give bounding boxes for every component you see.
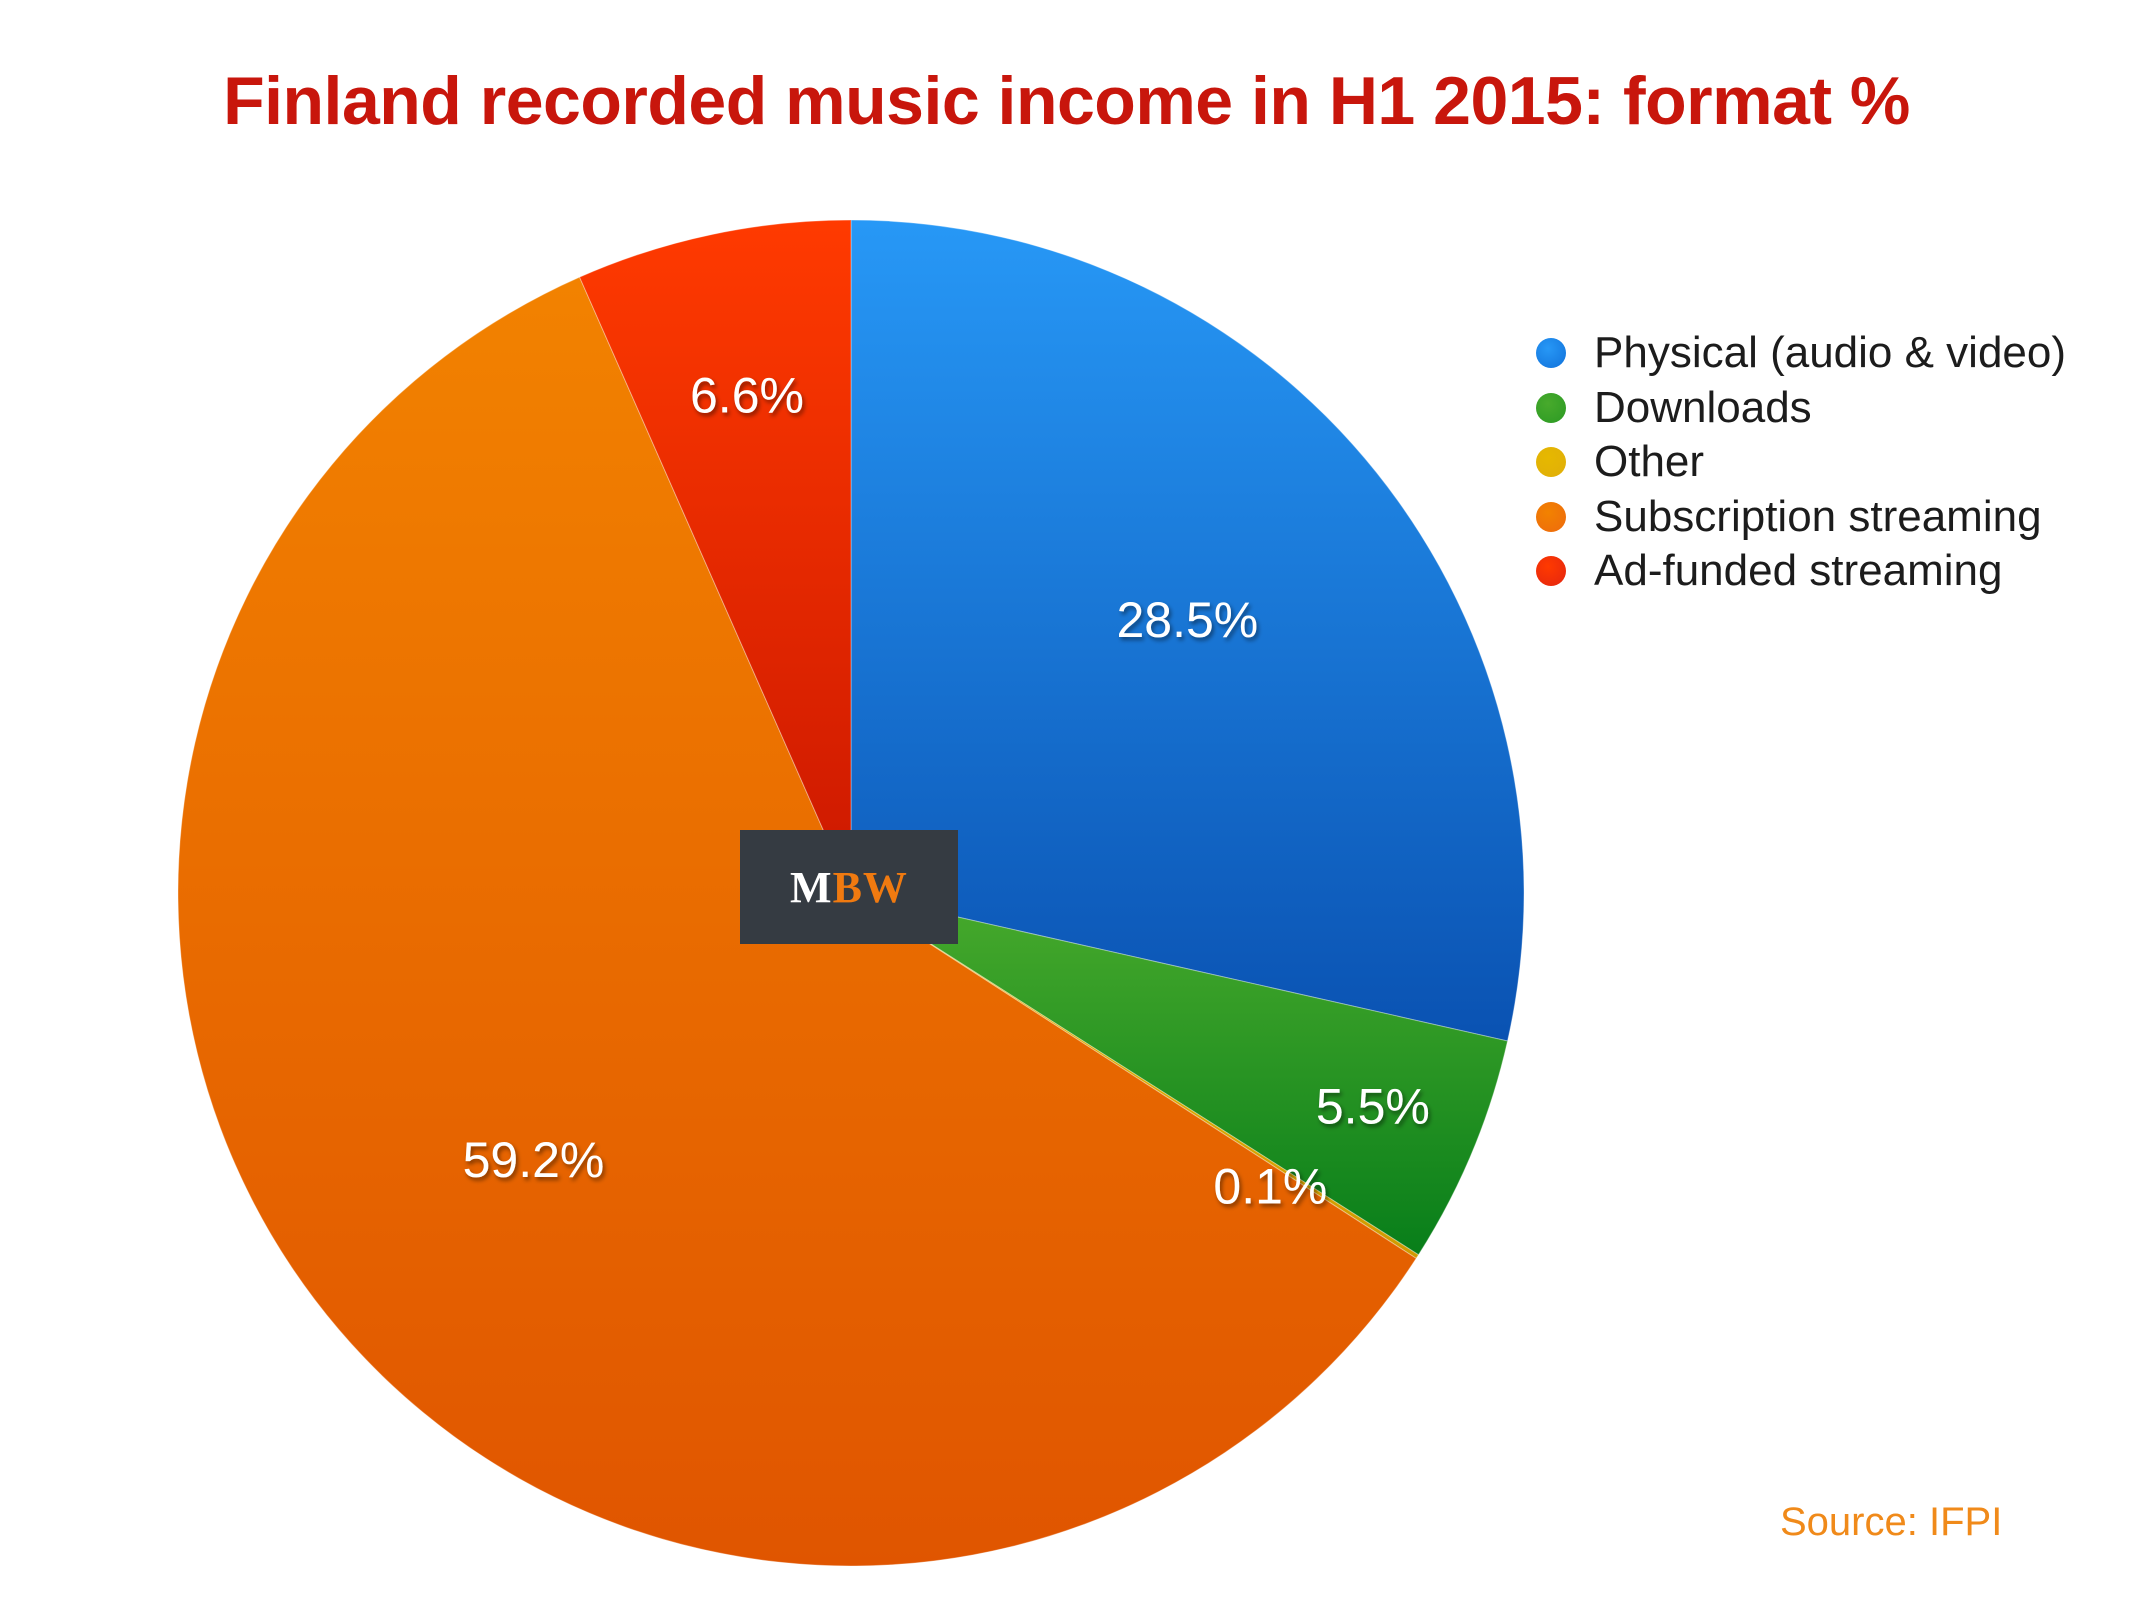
legend-item-ad-funded-streaming: Ad-funded streaming	[1536, 544, 2066, 599]
legend-swatch	[1536, 392, 1566, 423]
legend-label: Subscription streaming	[1594, 491, 2042, 541]
legend-label: Ad-funded streaming	[1594, 546, 2003, 596]
legend-label: Physical (audio & video)	[1594, 328, 2067, 378]
chart-title: Finland recorded music income in H1 2015…	[223, 63, 1910, 139]
legend-item-downloads: Downloads	[1536, 381, 2066, 436]
pie-slice-physical-audio-video	[850, 219, 1525, 1042]
mbw-logo: M BW	[740, 830, 958, 944]
slice-label-downloads: 5.5%	[1316, 1079, 1430, 1135]
legend-swatch	[1536, 447, 1566, 478]
legend: Physical (audio & video) Downloads Other Su…	[1536, 326, 2066, 599]
source-note: Source: IFPI	[1780, 1500, 2003, 1544]
slice-label-subscription-streaming: 59.2%	[463, 1132, 605, 1188]
legend-item-other: Other	[1536, 435, 2066, 490]
legend-label: Other	[1594, 437, 1705, 487]
slice-label-other: 0.1%	[1213, 1158, 1327, 1214]
slice-label-physical-audio-video: 28.5%	[1116, 592, 1258, 648]
legend-swatch	[1536, 338, 1566, 369]
legend-item-physical-audio-video: Physical (audio & video)	[1536, 326, 2066, 381]
legend-label: Downloads	[1594, 382, 1812, 432]
pie-slice-ad-funded-streaming	[578, 219, 852, 894]
legend-swatch	[1536, 501, 1566, 532]
logo-text-m: M	[790, 862, 833, 912]
logo-text-bw: BW	[832, 862, 908, 912]
legend-item-subscription-streaming: Subscription streaming	[1536, 490, 2066, 545]
slice-label-ad-funded-streaming: 6.6%	[690, 367, 804, 423]
legend-swatch	[1536, 556, 1566, 587]
pie-slice-labels: 28.5% 5.5% 0.1% 59.2% 6.6%	[463, 367, 1430, 1214]
pie-slice-downloads	[850, 892, 1509, 1256]
